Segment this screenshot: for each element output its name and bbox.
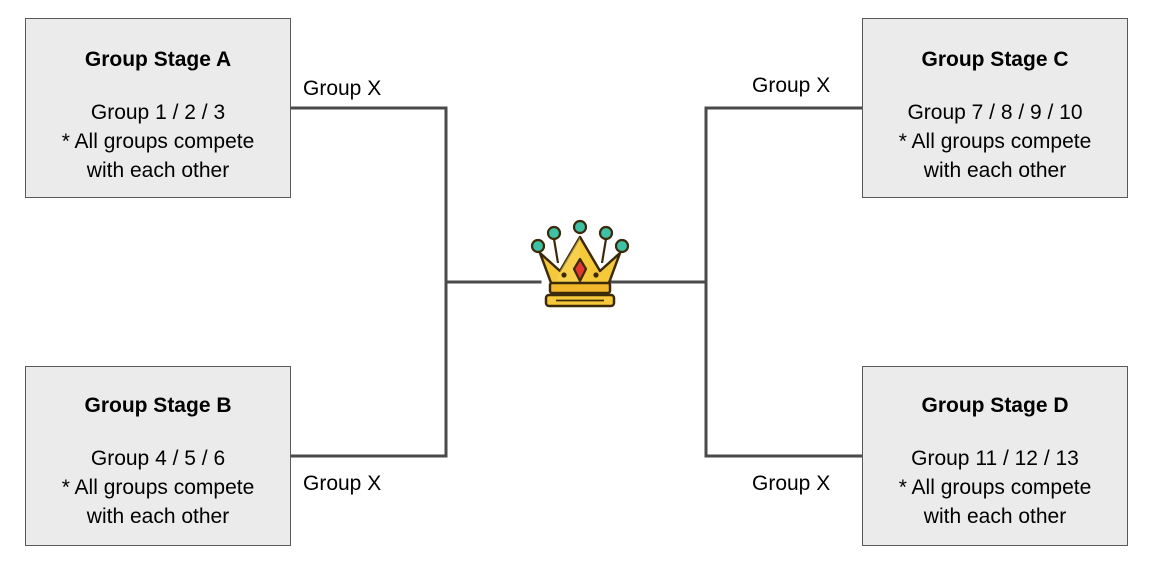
- stage-title: Group Stage A: [84, 48, 232, 71]
- stage-title: Group Stage D: [921, 394, 1069, 417]
- stage-groups: Group 4 / 5 / 6: [90, 447, 226, 470]
- stage-note: * All groups compete: [61, 130, 255, 153]
- stage-groups: Group 1 / 2 / 3: [90, 101, 226, 124]
- connector-label-c: Group X: [752, 74, 831, 97]
- connector-label-a: Group X: [303, 77, 382, 100]
- stage-groups: Group 7 / 8 / 9 / 10: [907, 101, 1083, 124]
- group-stage-c-box: Group Stage C Group 7 / 8 / 9 / 10 * All…: [862, 18, 1128, 198]
- connector-label-b: Group X: [303, 472, 382, 495]
- stage-note: with each other: [86, 505, 230, 528]
- stage-note: with each other: [923, 505, 1067, 528]
- stage-title: Group Stage C: [921, 48, 1069, 71]
- crown-icon: [530, 219, 630, 308]
- group-stage-d-box: Group Stage D Group 11 / 12 / 13 * All g…: [862, 366, 1128, 546]
- stage-title: Group Stage B: [84, 394, 232, 417]
- stage-note: * All groups compete: [898, 476, 1092, 499]
- connector-label-d: Group X: [752, 472, 831, 495]
- group-stage-b-box: Group Stage B Group 4 / 5 / 6 * All grou…: [25, 366, 291, 546]
- group-stage-a-box: Group Stage A Group 1 / 2 / 3 * All grou…: [25, 18, 291, 198]
- stage-note: * All groups compete: [898, 130, 1092, 153]
- stage-note: with each other: [86, 159, 230, 182]
- stage-note: * All groups compete: [61, 476, 255, 499]
- stage-groups: Group 11 / 12 / 13: [911, 447, 1079, 470]
- stage-note: with each other: [923, 159, 1067, 182]
